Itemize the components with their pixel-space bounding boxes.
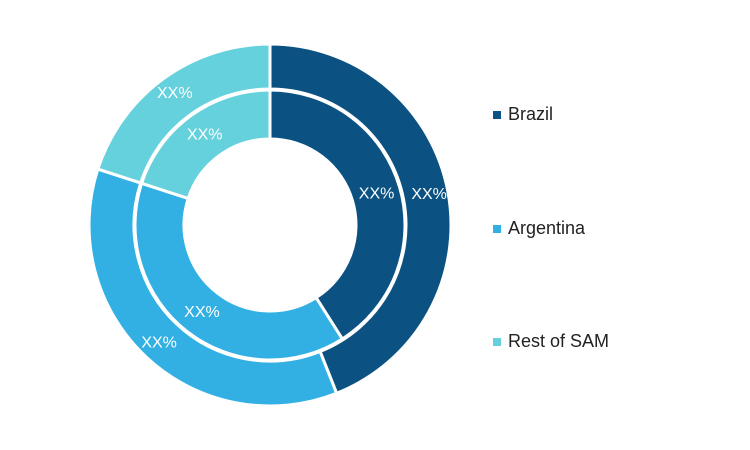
legend-swatch-rest-of-sam — [493, 337, 501, 346]
inner-ring-label-rest-of-sam: XX% — [187, 126, 223, 143]
inner-ring-label-brazil: XX% — [359, 185, 395, 202]
inner-ring-slice-argentina — [133, 181, 345, 362]
legend-item-argentina: Argentina — [493, 218, 585, 239]
legend-label-brazil: Brazil — [508, 104, 554, 124]
legend-item-rest-of-sam: Rest of SAM — [493, 331, 609, 352]
outer-ring-label-brazil: XX% — [411, 186, 447, 203]
legend-item-brazil: Brazil — [493, 104, 553, 125]
legend-swatch-argentina — [493, 224, 501, 233]
legend-label-rest-of-sam: Rest of SAM — [508, 331, 610, 351]
inner-ring-slice-rest-of-sam — [139, 88, 272, 201]
inner-ring-label-argentina: XX% — [184, 304, 220, 321]
outer-ring-label-argentina: XX% — [141, 334, 177, 351]
outer-ring-label-rest-of-sam: XX% — [157, 85, 193, 102]
legend-label-argentina: Argentina — [508, 218, 586, 238]
legend-swatch-brazil — [493, 110, 501, 119]
chart-legend: Brazil Argentina Rest of SAM — [493, 0, 733, 450]
inner-ring-slice-brazil — [268, 88, 407, 342]
